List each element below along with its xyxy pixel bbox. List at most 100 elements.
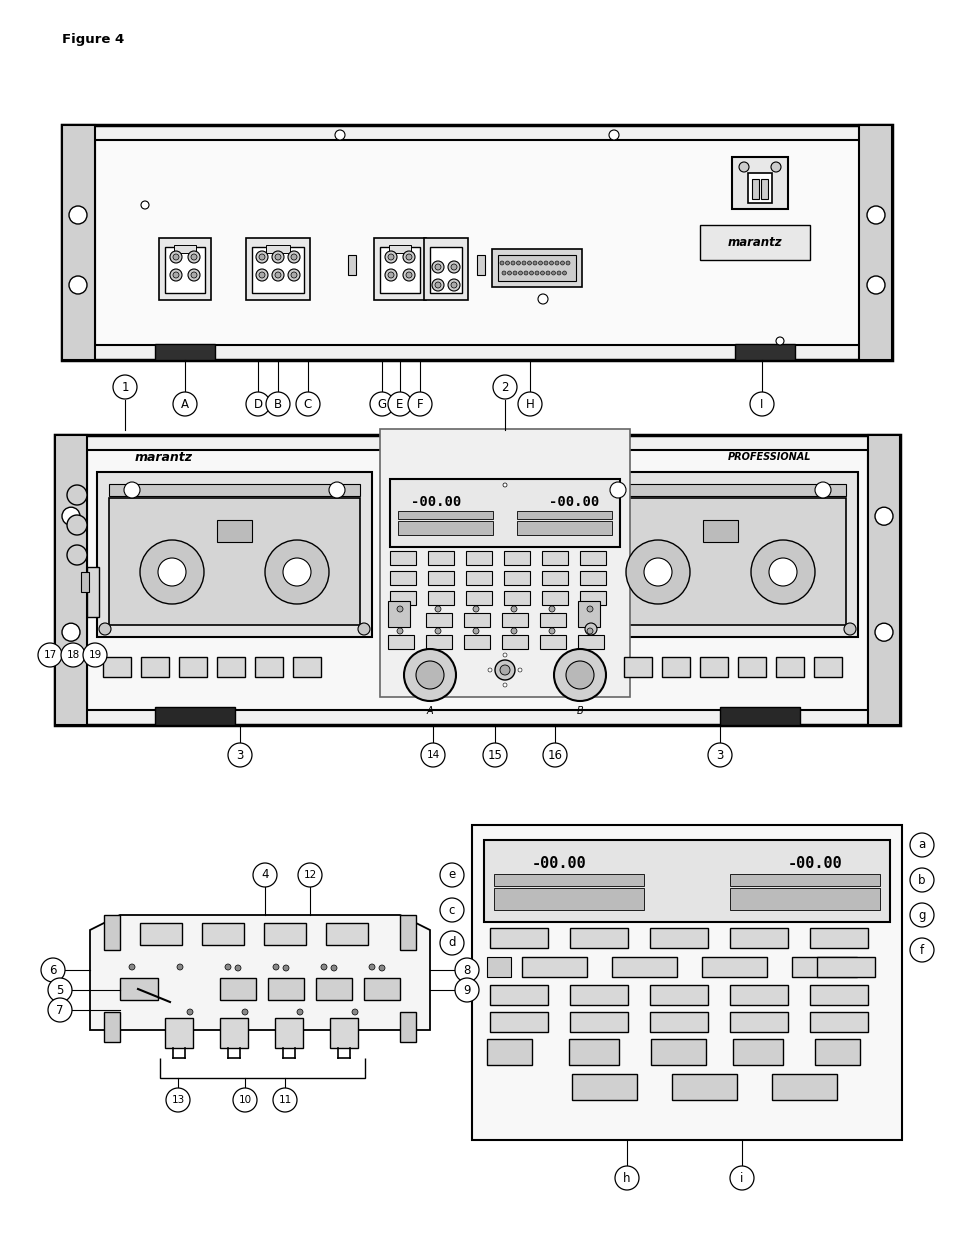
Bar bbox=[55, 435, 87, 725]
Circle shape bbox=[493, 375, 517, 399]
Circle shape bbox=[48, 978, 71, 1002]
Text: 4: 4 bbox=[261, 868, 269, 882]
Circle shape bbox=[170, 251, 182, 263]
Text: C: C bbox=[304, 398, 312, 410]
Bar bbox=[390, 551, 416, 564]
Bar bbox=[649, 986, 707, 1005]
Circle shape bbox=[69, 206, 87, 224]
Bar bbox=[729, 1011, 787, 1032]
Circle shape bbox=[388, 254, 394, 261]
Bar bbox=[140, 923, 182, 945]
Circle shape bbox=[513, 270, 517, 275]
Bar bbox=[814, 1039, 859, 1065]
Bar bbox=[816, 957, 874, 977]
Bar bbox=[165, 1018, 193, 1049]
Bar bbox=[268, 978, 304, 1000]
Circle shape bbox=[511, 606, 517, 613]
Bar bbox=[465, 571, 492, 585]
Text: PROFESSIONAL: PROFESSIONAL bbox=[727, 452, 811, 462]
Circle shape bbox=[177, 965, 183, 969]
Circle shape bbox=[545, 270, 550, 275]
Bar bbox=[246, 238, 310, 300]
Circle shape bbox=[99, 622, 111, 635]
Bar bbox=[569, 986, 627, 1005]
Circle shape bbox=[517, 668, 521, 672]
Circle shape bbox=[739, 162, 748, 172]
Bar bbox=[154, 345, 214, 359]
Bar bbox=[472, 825, 901, 1140]
Bar bbox=[165, 247, 205, 293]
Bar bbox=[252, 247, 304, 293]
Bar bbox=[569, 927, 627, 948]
Bar bbox=[428, 592, 454, 605]
Text: -00.00: -00.00 bbox=[531, 857, 586, 872]
Text: 7: 7 bbox=[56, 1004, 64, 1016]
Circle shape bbox=[408, 391, 432, 416]
Circle shape bbox=[542, 743, 566, 767]
Bar bbox=[579, 592, 605, 605]
Bar bbox=[374, 238, 426, 300]
Bar bbox=[428, 551, 454, 564]
Text: 11: 11 bbox=[278, 1095, 292, 1105]
Circle shape bbox=[191, 272, 196, 278]
Bar bbox=[109, 498, 359, 625]
Bar bbox=[775, 657, 803, 677]
Bar bbox=[463, 635, 490, 650]
Bar bbox=[747, 173, 771, 203]
Circle shape bbox=[502, 483, 506, 487]
Circle shape bbox=[562, 270, 566, 275]
Circle shape bbox=[242, 1009, 248, 1015]
Circle shape bbox=[170, 269, 182, 282]
Circle shape bbox=[370, 391, 394, 416]
Circle shape bbox=[448, 279, 459, 291]
Circle shape bbox=[551, 270, 555, 275]
Circle shape bbox=[866, 206, 884, 224]
Circle shape bbox=[517, 391, 541, 416]
Circle shape bbox=[448, 261, 459, 273]
Bar bbox=[95, 140, 859, 345]
Circle shape bbox=[501, 270, 505, 275]
Circle shape bbox=[843, 622, 855, 635]
Circle shape bbox=[548, 606, 555, 613]
Bar bbox=[390, 571, 416, 585]
Circle shape bbox=[320, 965, 327, 969]
Bar bbox=[254, 657, 283, 677]
Circle shape bbox=[403, 650, 456, 701]
Circle shape bbox=[273, 1088, 296, 1112]
Circle shape bbox=[609, 482, 625, 498]
Bar bbox=[595, 498, 845, 625]
Circle shape bbox=[643, 558, 671, 585]
Bar bbox=[760, 179, 767, 199]
Circle shape bbox=[435, 606, 440, 613]
Circle shape bbox=[225, 965, 231, 969]
Circle shape bbox=[557, 270, 560, 275]
Bar bbox=[266, 245, 290, 253]
Circle shape bbox=[38, 643, 62, 667]
Circle shape bbox=[396, 606, 402, 613]
Bar bbox=[503, 571, 530, 585]
Circle shape bbox=[402, 251, 415, 263]
Bar bbox=[397, 511, 493, 519]
Bar bbox=[379, 429, 629, 697]
Circle shape bbox=[775, 337, 783, 345]
Bar bbox=[568, 1039, 618, 1065]
Text: marantz: marantz bbox=[727, 236, 781, 248]
Circle shape bbox=[432, 279, 443, 291]
Circle shape bbox=[352, 1009, 357, 1015]
Bar bbox=[104, 1011, 120, 1042]
Circle shape bbox=[420, 743, 444, 767]
Circle shape bbox=[451, 282, 456, 288]
Circle shape bbox=[768, 558, 796, 585]
Text: i: i bbox=[740, 1172, 743, 1184]
Text: a: a bbox=[918, 839, 924, 851]
Circle shape bbox=[188, 251, 200, 263]
Circle shape bbox=[435, 629, 440, 634]
Text: 1: 1 bbox=[121, 380, 129, 394]
Bar bbox=[490, 1011, 547, 1032]
Bar bbox=[579, 551, 605, 564]
Circle shape bbox=[228, 743, 252, 767]
Circle shape bbox=[909, 939, 933, 962]
Circle shape bbox=[266, 391, 290, 416]
Text: 16: 16 bbox=[547, 748, 562, 762]
Circle shape bbox=[369, 965, 375, 969]
